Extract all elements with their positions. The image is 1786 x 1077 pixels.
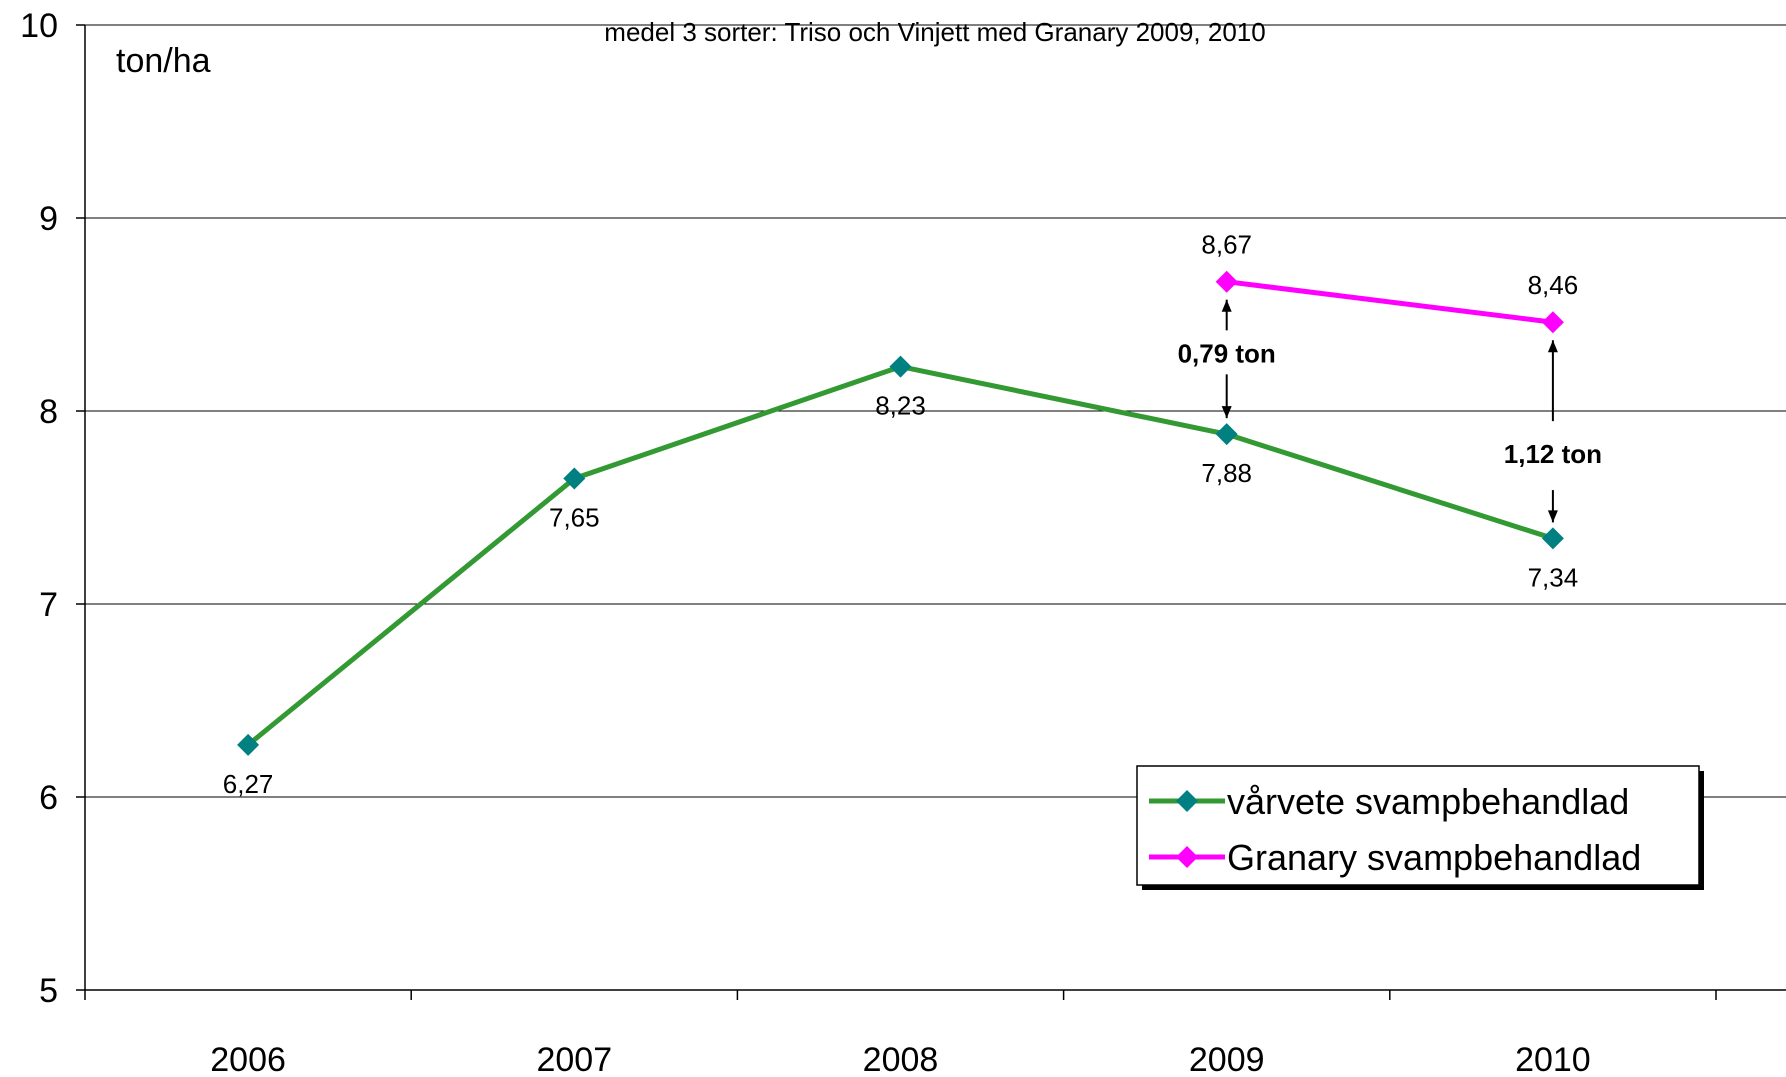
- y-tick-label: 10: [20, 7, 58, 45]
- data-label: 8,46: [1528, 270, 1579, 300]
- legend-entry: vårvete svampbehandlad: [1149, 781, 1629, 822]
- arrow-up: [1547, 340, 1558, 422]
- series: 6,27 7,65 8,23 7,88 7,34 8,67 8,46: [223, 230, 1578, 799]
- data-label: 7,88: [1201, 458, 1252, 488]
- data-point: [237, 733, 260, 756]
- data-label: 6,27: [223, 769, 274, 799]
- legend-swatch-marker: [1176, 790, 1198, 812]
- y-tick-label: 5: [39, 972, 58, 1010]
- legend: vårvete svampbehandlad Granary svampbehan…: [1136, 765, 1704, 890]
- data-point: [1541, 311, 1564, 334]
- axes: [76, 24, 1786, 1000]
- series-varvete: 6,27 7,65 8,23 7,88 7,34: [223, 355, 1579, 799]
- data-point: [563, 467, 586, 490]
- arrow-down: [1221, 374, 1232, 419]
- y-tick-label: 9: [39, 200, 58, 238]
- data-label: 7,65: [549, 503, 600, 533]
- legend-label: vårvete svampbehandlad: [1227, 781, 1629, 822]
- data-point: [1215, 423, 1238, 446]
- x-tick-label: 2007: [536, 1041, 612, 1077]
- data-label: 8,67: [1201, 230, 1252, 260]
- series-granary: 8,67 8,46: [1201, 230, 1578, 334]
- series-line: [1226, 279, 1554, 325]
- x-tick-label: 2010: [1515, 1041, 1591, 1077]
- data-point: [889, 355, 912, 378]
- x-tick-labels: 2006 2007 2008 2009 2010: [210, 1041, 1590, 1077]
- arrow-up: [1221, 299, 1232, 331]
- series-line: [246, 364, 1554, 747]
- y-tick-labels: 5 6 7 8 9 10: [20, 7, 58, 1010]
- arrow-head: [1221, 299, 1232, 312]
- y-tick-label: 7: [39, 586, 58, 624]
- arrow-head: [1547, 510, 1558, 523]
- legend-box: [1136, 765, 1700, 886]
- arrow-down: [1547, 490, 1558, 523]
- arrow-head: [1221, 406, 1232, 419]
- difference-annotation: 1,12 ton: [1504, 340, 1602, 523]
- gridlines: [85, 24, 1786, 798]
- difference-label: 0,79 ton: [1178, 338, 1276, 368]
- arrow-head: [1547, 340, 1558, 353]
- data-point: [1215, 270, 1238, 293]
- y-tick-label: 8: [39, 393, 58, 431]
- legend-entry: Granary svampbehandlad: [1149, 837, 1641, 878]
- data-label: 7,34: [1528, 562, 1579, 592]
- y-tick-label: 6: [39, 779, 58, 817]
- difference-annotation: 0,79 ton: [1178, 299, 1276, 419]
- x-tick-label: 2009: [1189, 1041, 1265, 1077]
- annotations: 0,79 ton 1,12 ton: [1178, 299, 1602, 523]
- legend-label: Granary svampbehandlad: [1227, 837, 1641, 878]
- chart-subtitle: medel 3 sorter: Triso och Vinjett med Gr…: [604, 17, 1265, 47]
- difference-label: 1,12 ton: [1504, 439, 1602, 469]
- legend-swatch-marker: [1176, 846, 1198, 868]
- y-axis-unit-label: ton/ha: [116, 42, 211, 80]
- data-label: 8,23: [875, 391, 926, 421]
- x-tick-label: 2006: [210, 1041, 286, 1077]
- data-point: [1541, 527, 1564, 550]
- x-tick-label: 2008: [863, 1041, 939, 1077]
